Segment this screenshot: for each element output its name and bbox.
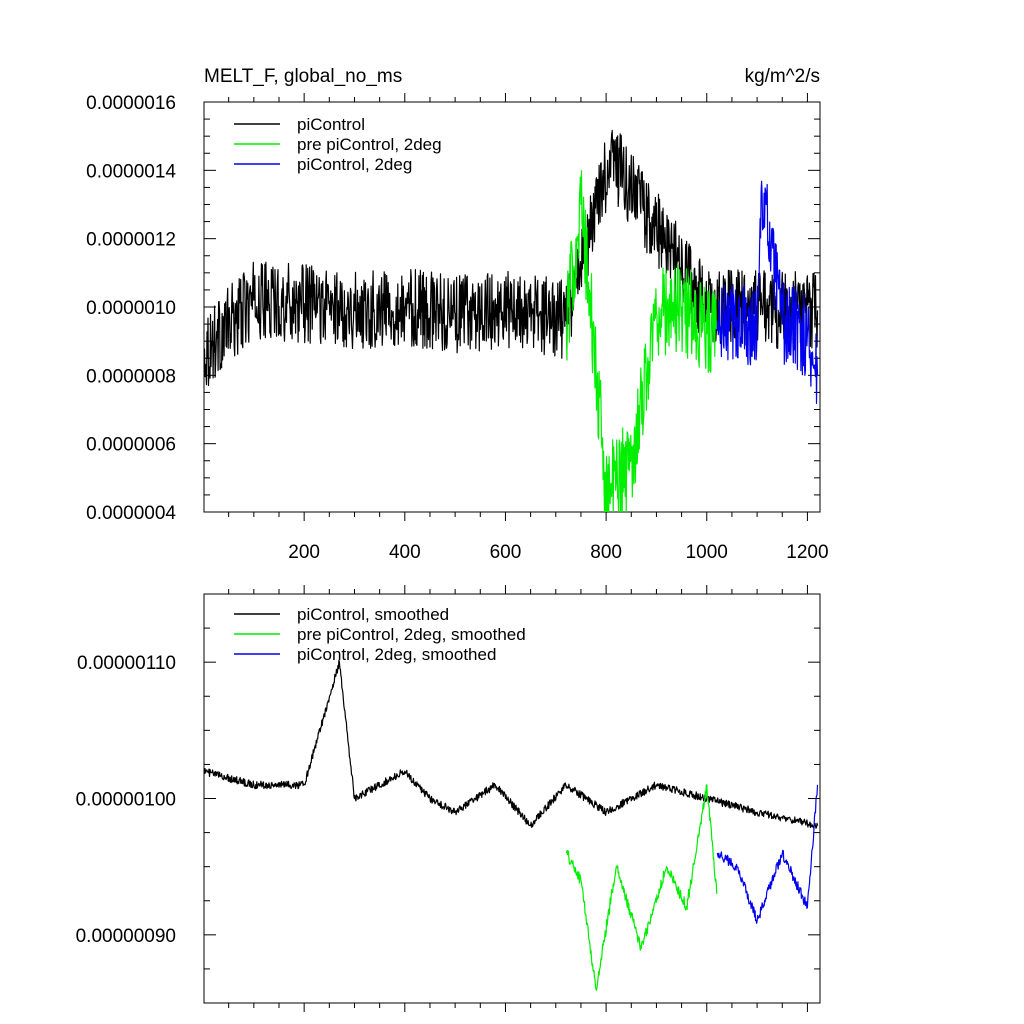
series-line-3 <box>716 784 819 924</box>
x-tick-label: 800 <box>590 542 622 563</box>
y-tick-label: 0.0000006 <box>86 435 176 456</box>
y-tick-label: 0.0000012 <box>86 230 176 251</box>
x-tick-label: 1200 <box>786 542 828 563</box>
legend-label: piControl, smoothed <box>297 605 449 624</box>
y-tick-label: 0.0000004 <box>86 503 176 524</box>
x-tick-label: 1000 <box>686 542 728 563</box>
y-tick-label: 0.0000014 <box>86 161 176 182</box>
series-line-1 <box>204 659 819 829</box>
legend-label: pre piControl, 2deg <box>297 135 442 154</box>
chart-title: MELT_F, global_no_ms <box>204 66 402 87</box>
top-panel: 200 400 600 800 1000 1200 0.0000004 0.0000006 0.… <box>86 93 829 563</box>
y-tick-label: 0.00000090 <box>76 926 176 947</box>
y-tick-label: 0.0000008 <box>86 366 176 387</box>
series-line-3 <box>716 180 819 404</box>
y-tick-label: 0.00000100 <box>76 790 176 811</box>
y-tick-label: 0.0000016 <box>86 93 176 114</box>
bottom-panel: 0.00000090 0.00000100 0.00000110 piControl,… <box>76 585 821 1012</box>
x-tick-label: 600 <box>490 542 522 563</box>
chart-units: kg/m^2/s <box>745 66 820 87</box>
legend-label: piControl, 2deg, smoothed <box>297 645 496 664</box>
legend-label: piControl, 2deg <box>297 155 412 174</box>
legend-label: piControl <box>297 115 365 134</box>
x-tick-label: 400 <box>389 542 421 563</box>
y-tick-label: 0.0000010 <box>86 298 176 319</box>
legend-label: pre piControl, 2deg, smoothed <box>297 625 526 644</box>
series-line-2 <box>565 170 718 512</box>
y-tick-label: 0.00000110 <box>77 653 176 674</box>
x-tick-label: 200 <box>288 542 320 563</box>
series-line-2 <box>565 784 718 991</box>
